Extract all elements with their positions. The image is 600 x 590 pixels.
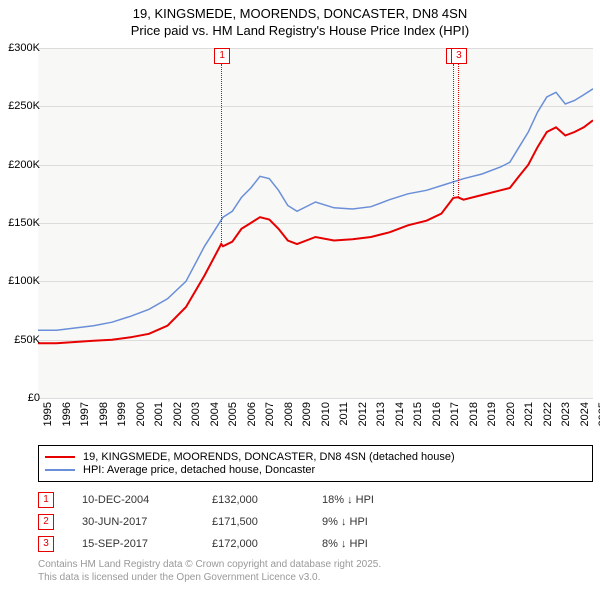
sale-date: 15-SEP-2017: [82, 538, 212, 550]
x-tick-label: 2009: [301, 402, 313, 426]
x-tick-label: 2005: [227, 402, 239, 426]
footer-line-2: This data is licensed under the Open Gov…: [38, 572, 320, 583]
x-tick-label: 2008: [283, 402, 295, 426]
sale-price: £132,000: [212, 494, 322, 506]
sale-delta: 8% ↓ HPI: [322, 538, 422, 550]
x-tick-label: 2006: [246, 402, 258, 426]
x-tick-label: 2013: [375, 402, 387, 426]
footer-line-1: Contains HM Land Registry data © Crown c…: [38, 559, 381, 570]
legend-swatch: [45, 469, 75, 471]
x-tick-label: 2022: [542, 402, 554, 426]
y-tick-label: £150K: [8, 217, 40, 229]
x-tick-label: 2011: [338, 402, 350, 426]
x-tick-label: 2000: [135, 402, 147, 426]
chart-container: 19, KINGSMEDE, MOORENDS, DONCASTER, DN8 …: [0, 0, 600, 590]
plot-area: 123: [38, 48, 593, 398]
x-tick-label: 2004: [209, 402, 221, 426]
legend-swatch: [45, 456, 75, 458]
legend-item: 19, KINGSMEDE, MOORENDS, DONCASTER, DN8 …: [45, 451, 586, 463]
x-tick-label: 2019: [486, 402, 498, 426]
legend-label: 19, KINGSMEDE, MOORENDS, DONCASTER, DN8 …: [83, 451, 455, 463]
footer: Contains HM Land Registry data © Crown c…: [38, 558, 381, 584]
sale-marker: 1: [38, 492, 54, 508]
x-tick-label: 2021: [523, 402, 535, 426]
sale-price: £172,000: [212, 538, 322, 550]
x-tick-label: 2002: [172, 402, 184, 426]
title-line-2: Price paid vs. HM Land Registry's House …: [131, 23, 469, 38]
x-tick-label: 1999: [116, 402, 128, 426]
x-tick-label: 1997: [79, 402, 91, 426]
x-tick-label: 2012: [357, 402, 369, 426]
x-tick-label: 2014: [394, 402, 406, 426]
series-price_paid: [38, 120, 593, 343]
x-tick-label: 2003: [190, 402, 202, 426]
x-tick-label: 2020: [505, 402, 517, 426]
sale-date: 30-JUN-2017: [82, 516, 212, 528]
x-tick-label: 2001: [153, 402, 165, 426]
chart-title: 19, KINGSMEDE, MOORENDS, DONCASTER, DN8 …: [0, 0, 600, 40]
grid-line: [38, 398, 593, 399]
x-tick-label: 2024: [579, 402, 591, 426]
y-tick-label: £50K: [14, 334, 40, 346]
x-tick-label: 2016: [431, 402, 443, 426]
sales-row: 1 10-DEC-2004 £132,000 18% ↓ HPI: [38, 492, 422, 508]
x-tick-label: 1998: [98, 402, 110, 426]
x-tick-label: 2017: [449, 402, 461, 426]
sale-date: 10-DEC-2004: [82, 494, 212, 506]
title-line-1: 19, KINGSMEDE, MOORENDS, DONCASTER, DN8 …: [133, 6, 467, 21]
legend: 19, KINGSMEDE, MOORENDS, DONCASTER, DN8 …: [38, 445, 593, 482]
x-tick-label: 2018: [468, 402, 480, 426]
y-tick-label: £0: [28, 392, 40, 404]
marker-line: [458, 64, 459, 197]
y-tick-label: £200K: [8, 159, 40, 171]
sale-marker-1: 1: [214, 48, 230, 64]
sales-table: 1 10-DEC-2004 £132,000 18% ↓ HPI 2 30-JU…: [38, 492, 422, 558]
x-tick-label: 2015: [412, 402, 424, 426]
x-tick-label: 1995: [42, 402, 54, 426]
sale-marker: 2: [38, 514, 54, 530]
y-tick-label: £100K: [8, 275, 40, 287]
sales-row: 2 30-JUN-2017 £171,500 9% ↓ HPI: [38, 514, 422, 530]
series-hpi: [38, 89, 593, 330]
y-tick-label: £250K: [8, 100, 40, 112]
sales-row: 3 15-SEP-2017 £172,000 8% ↓ HPI: [38, 536, 422, 552]
y-tick-label: £300K: [8, 42, 40, 54]
sale-delta: 9% ↓ HPI: [322, 516, 422, 528]
legend-item: HPI: Average price, detached house, Donc…: [45, 464, 586, 476]
marker-line: [221, 64, 222, 244]
x-tick-label: 2010: [320, 402, 332, 426]
sale-price: £171,500: [212, 516, 322, 528]
legend-label: HPI: Average price, detached house, Donc…: [83, 464, 315, 476]
x-tick-label: 2023: [560, 402, 572, 426]
marker-line: [453, 64, 454, 198]
sale-marker: 3: [38, 536, 54, 552]
x-tick-label: 2007: [264, 402, 276, 426]
chart-lines: [38, 48, 593, 398]
sale-marker-3: 3: [451, 48, 467, 64]
x-tick-label: 1996: [61, 402, 73, 426]
sale-delta: 18% ↓ HPI: [322, 494, 422, 506]
